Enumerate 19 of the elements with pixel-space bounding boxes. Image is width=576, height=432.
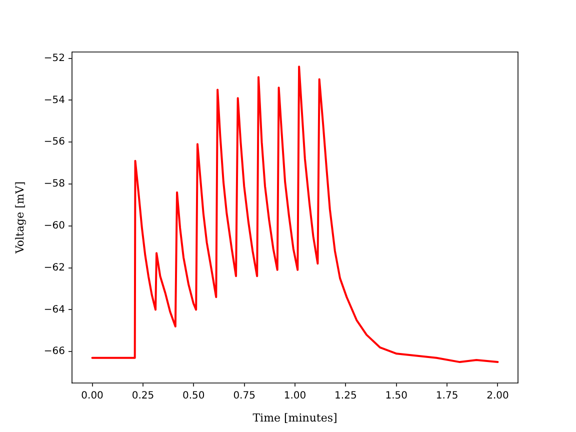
y-tick-label: −56 (44, 136, 65, 148)
x-tick-label: 0.75 (233, 390, 256, 402)
x-tick-label: 0.50 (182, 390, 205, 402)
y-tick-label: −66 (44, 346, 65, 358)
x-tick-label: 0.00 (81, 390, 104, 402)
x-axis-title: Time [minutes] (252, 411, 338, 424)
y-tick-label: −52 (44, 52, 65, 64)
y-tick-label: −62 (44, 262, 65, 274)
y-tick-label: −64 (44, 304, 65, 316)
x-tick-label: 0.25 (132, 390, 154, 402)
x-tick-label: 1.50 (385, 390, 408, 402)
y-axis-title: Voltage [mV] (13, 181, 26, 255)
y-tick-label: −60 (44, 220, 65, 232)
y-tick-label: −54 (44, 94, 65, 106)
x-tick-label: 1.75 (436, 390, 458, 402)
y-tick-label: −58 (44, 178, 65, 190)
x-tick-label: 1.25 (334, 390, 357, 402)
x-tick-label: 1.00 (284, 390, 306, 402)
x-tick-label: 2.00 (486, 390, 509, 402)
